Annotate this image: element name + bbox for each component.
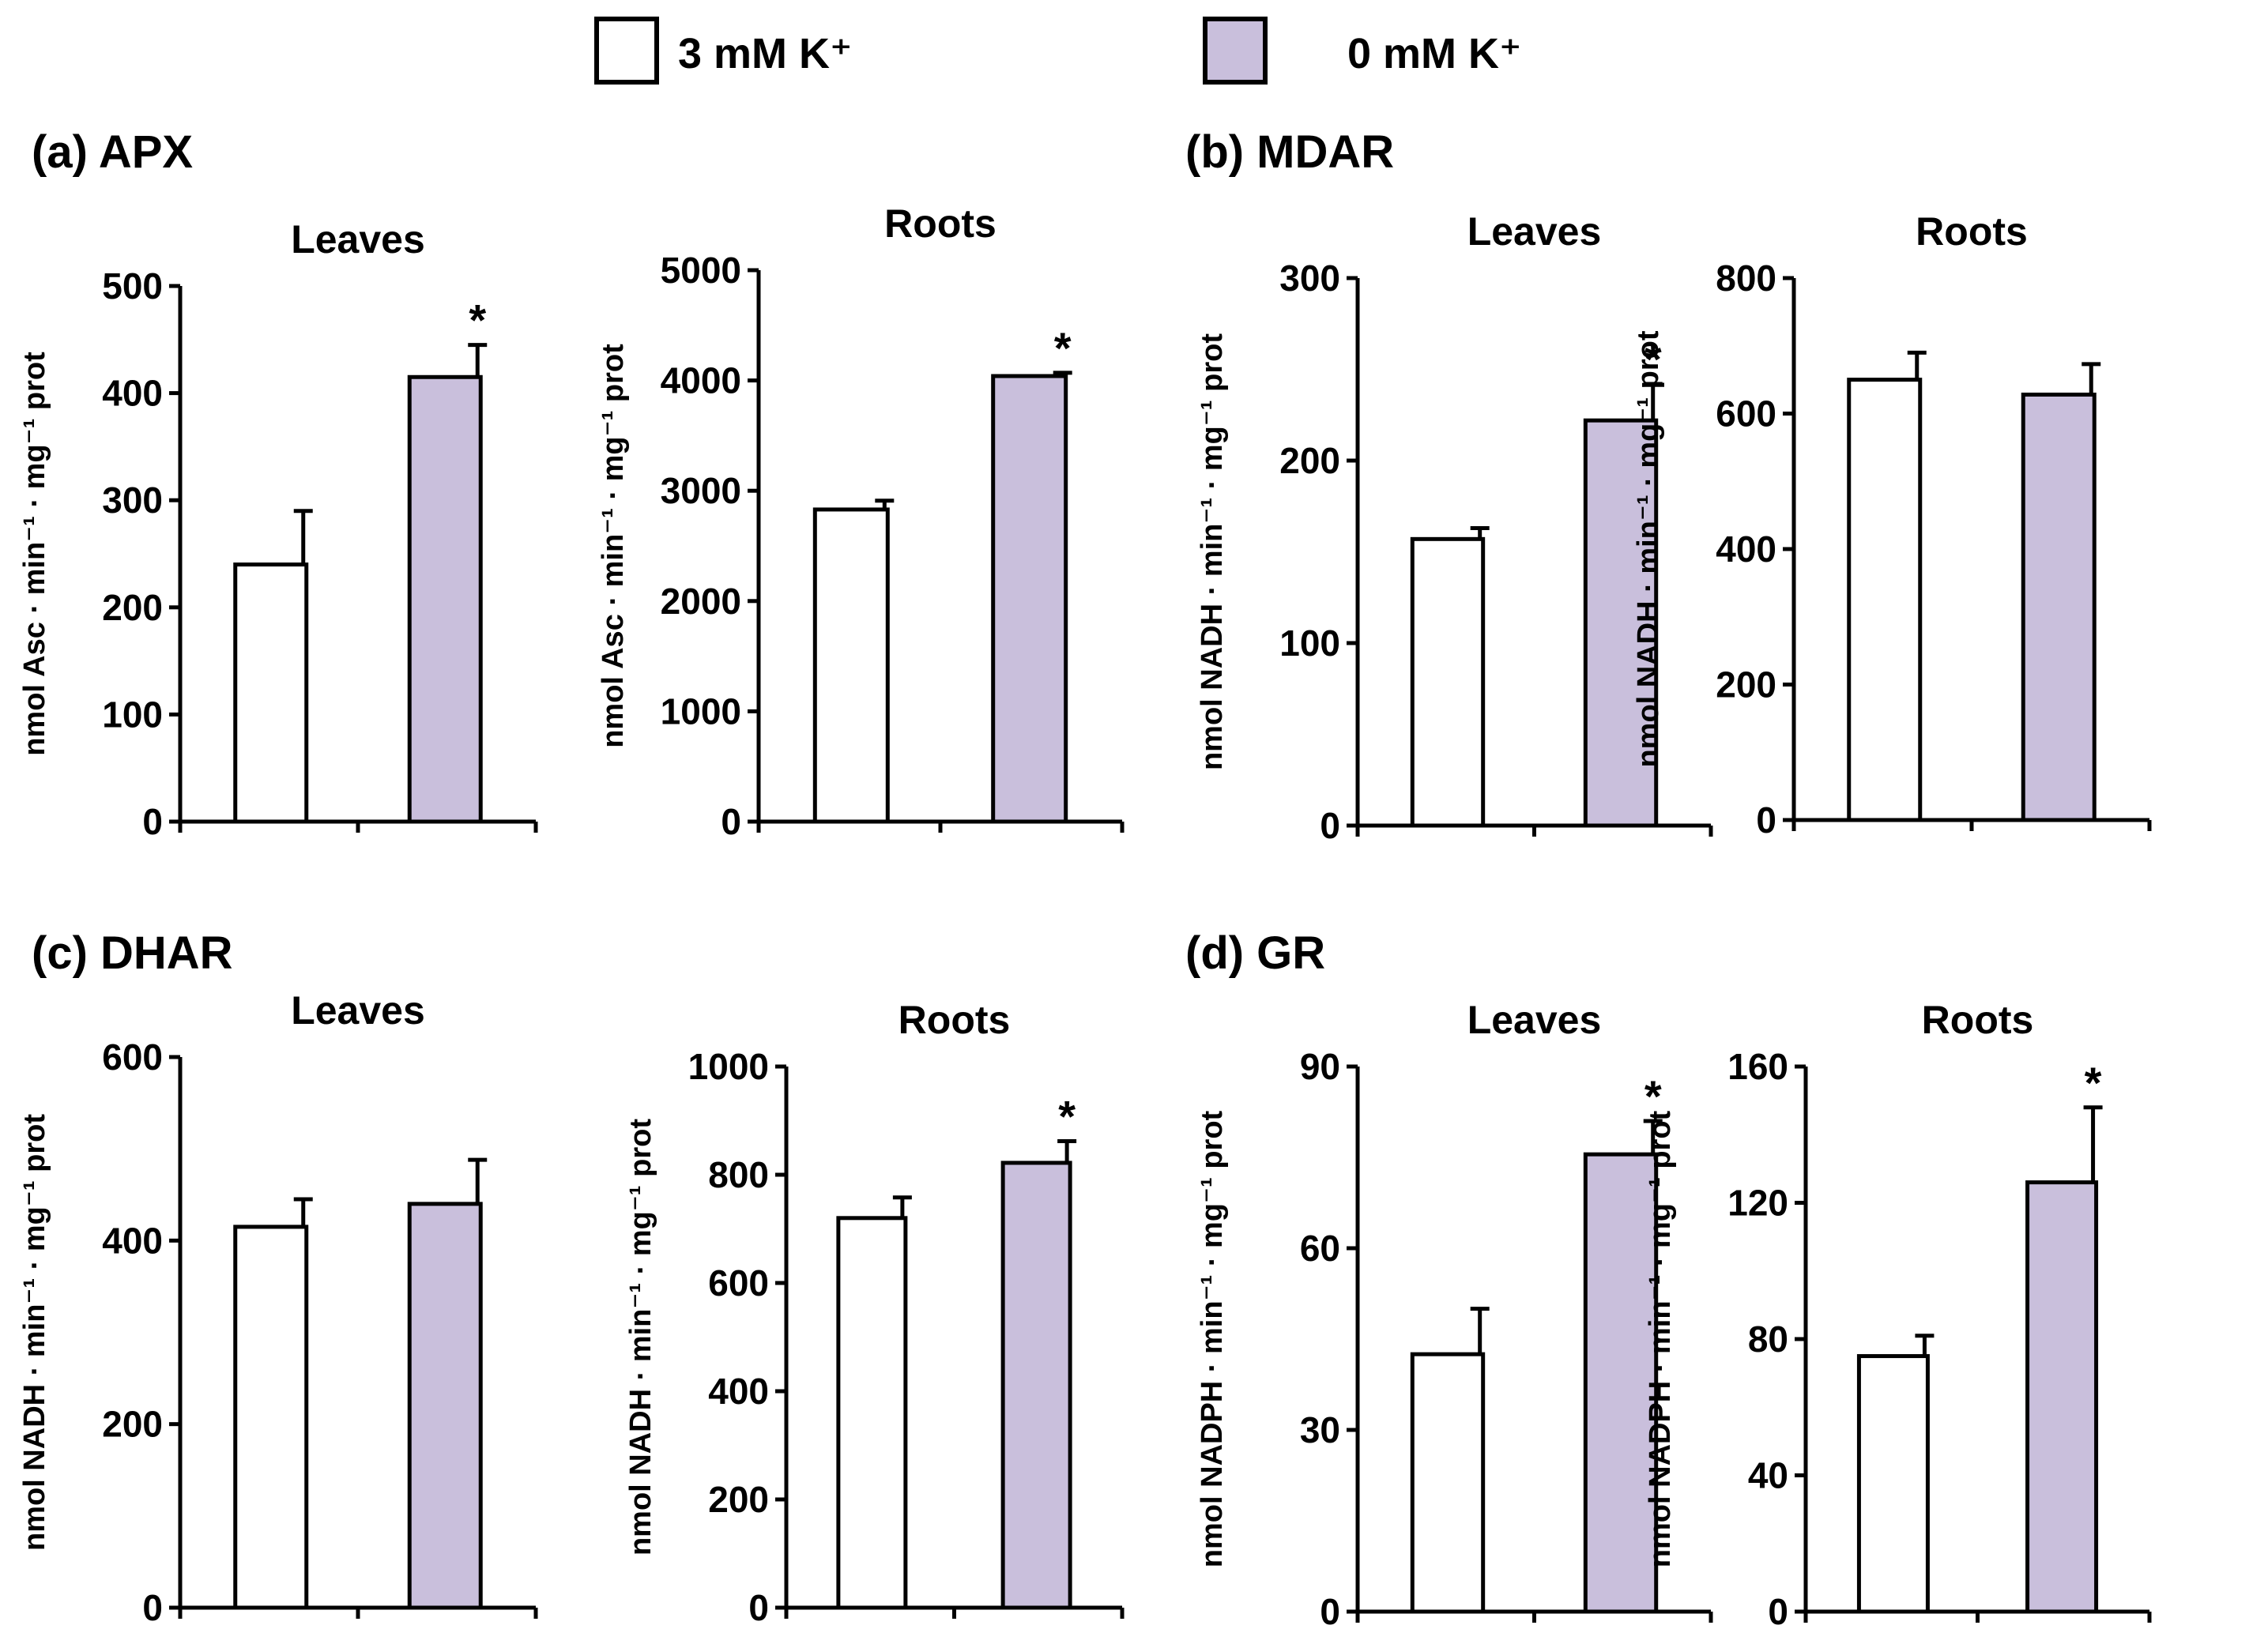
bar-deficient (1583, 418, 1659, 828)
y-axis-label: nmol NADH · min⁻¹ · mg⁻¹ prot (18, 1114, 51, 1551)
bar-control (1856, 1354, 1930, 1614)
bar-control (812, 507, 890, 824)
y-axis-label: nmol Asc · min⁻¹ · mg⁻¹ prot (18, 352, 51, 756)
legend-label-deficient: 0 mM K⁺ (1347, 30, 1522, 77)
panel-title-dhar: (c) DHAR (32, 927, 233, 979)
bar-deficient (1000, 1161, 1072, 1610)
y-tick-label: 800 (1716, 258, 1776, 299)
legend-swatch-deficient (1203, 17, 1268, 85)
y-axis-label: nmol NADH · min⁻¹ · mg⁻¹ prot (1632, 330, 1665, 767)
y-tick-label: 0 (721, 801, 741, 842)
bar-control (836, 1216, 908, 1610)
y-axis-label: nmol NADPH · min⁻¹ · mg⁻¹ prot (1644, 1110, 1677, 1567)
y-tick-label: 300 (1279, 258, 1340, 299)
y-tick-label: 200 (102, 587, 163, 628)
y-tick-label: 400 (1716, 529, 1776, 570)
bar-control (1847, 378, 1923, 822)
chart-dhar-roots: Roots nmol NADH · min⁻¹ · mg⁻¹ prot 0 200 40… (624, 998, 1125, 1628)
y-tick-label: 5000 (661, 250, 741, 291)
chart-dhar-leaves: Leaves nmol NADH · min⁻¹ · mg⁻¹ prot 0 200 4… (18, 988, 538, 1628)
y-tick-label: 600 (1716, 393, 1776, 435)
panel-title-gr: (d) GR (1185, 927, 1325, 979)
chart-mdar-leaves: Leaves nmol NADH · min⁻¹ · mg⁻¹ prot 0 100 2… (1196, 209, 1713, 846)
panel-title-mdar: (b) MDAR (1185, 126, 1394, 178)
y-tick-label: 1000 (688, 1046, 769, 1087)
subplot-title: Roots (884, 201, 996, 246)
bar-deficient (407, 1202, 483, 1610)
significance-marker: * (1644, 1071, 1662, 1121)
subplot-title: Leaves (1467, 209, 1602, 254)
y-tick-label: 400 (708, 1371, 769, 1412)
bar-deficient (991, 374, 1068, 824)
subplot-title: Roots (1922, 998, 2034, 1042)
chart-gr-roots: Roots nmol NADPH · min⁻¹ · mg⁻¹ prot 0 40 80… (1644, 998, 2152, 1629)
y-tick-label: 60 (1300, 1228, 1340, 1269)
bar-deficient (2021, 392, 2097, 822)
y-axis-label: nmol NADH · min⁻¹ · mg⁻¹ prot (624, 1119, 657, 1556)
y-tick-label: 500 (102, 265, 163, 307)
bar-control (1410, 1352, 1486, 1614)
y-tick-label: 0 (1768, 1591, 1788, 1629)
y-tick-label: 400 (102, 373, 163, 414)
subplot-title: Roots (899, 998, 1011, 1042)
significance-marker: * (1058, 1092, 1076, 1142)
y-tick-label: 0 (142, 801, 163, 842)
y-tick-label: 1000 (661, 690, 741, 732)
y-tick-label: 80 (1748, 1319, 1788, 1360)
y-tick-label: 200 (708, 1479, 769, 1520)
chart-mdar-roots: Roots nmol NADH · min⁻¹ · mg⁻¹ prot 0 200 40… (1632, 209, 2152, 841)
legend: 3 mM K⁺ 0 mM K⁺ (594, 17, 1522, 85)
y-tick-label: 90 (1300, 1046, 1340, 1087)
y-tick-label: 0 (1320, 1591, 1340, 1629)
y-tick-label: 30 (1300, 1409, 1340, 1450)
y-tick-label: 120 (1727, 1183, 1788, 1224)
chart-apx-leaves: Leaves nmol Asc · min⁻¹ · mg⁻¹ prot 0 100 20… (18, 217, 538, 842)
subplot-title: Leaves (291, 217, 425, 261)
y-tick-label: 400 (102, 1220, 163, 1261)
chart-apx-roots: Roots nmol Asc · min⁻¹ · mg⁻¹ prot 0 1000 20… (597, 201, 1125, 842)
bar-deficient (2025, 1180, 2099, 1614)
y-tick-label: 0 (142, 1587, 163, 1628)
significance-marker: * (469, 295, 486, 345)
bar-control (233, 1225, 309, 1610)
y-tick-label: 600 (708, 1262, 769, 1304)
y-tick-label: 200 (1716, 664, 1776, 705)
bar-deficient (407, 374, 483, 824)
legend-label-control: 3 mM K⁺ (678, 30, 853, 77)
panel-title-apx: (a) APX (32, 126, 193, 178)
y-tick-label: 200 (1279, 440, 1340, 481)
y-tick-label: 300 (102, 480, 163, 521)
y-tick-label: 4000 (661, 360, 741, 401)
y-tick-label: 800 (708, 1154, 769, 1195)
y-tick-label: 3000 (661, 470, 741, 511)
y-tick-label: 160 (1727, 1046, 1788, 1087)
y-tick-label: 0 (748, 1587, 769, 1628)
y-tick-label: 0 (1320, 805, 1340, 846)
y-tick-label: 100 (102, 694, 163, 735)
y-axis-label: nmol NADH · min⁻¹ · mg⁻¹ prot (1196, 333, 1229, 770)
y-tick-label: 200 (102, 1404, 163, 1445)
y-tick-label: 100 (1279, 623, 1340, 664)
significance-marker: * (1054, 323, 1072, 373)
y-axis-label: nmol NADPH · min⁻¹ · mg⁻¹ prot (1196, 1110, 1229, 1567)
y-tick-label: 0 (1756, 799, 1776, 841)
chart-gr-leaves: Leaves nmol NADPH · min⁻¹ · mg⁻¹ prot 0 30 6… (1196, 998, 1713, 1629)
y-tick-label: 2000 (661, 581, 741, 622)
significance-marker: * (2085, 1058, 2102, 1108)
subplot-title: Leaves (291, 988, 425, 1033)
subplot-title: Leaves (1467, 998, 1602, 1042)
subplot-title: Roots (1916, 209, 2028, 254)
significance-marker: * (1644, 334, 1662, 384)
bar-control (233, 562, 309, 824)
y-tick-label: 600 (102, 1036, 163, 1078)
y-axis-label: nmol Asc · min⁻¹ · mg⁻¹ prot (597, 344, 630, 748)
legend-swatch-control (594, 17, 659, 85)
bar-deficient (1583, 1152, 1659, 1614)
bar-control (1410, 536, 1486, 828)
y-tick-label: 40 (1748, 1455, 1788, 1496)
